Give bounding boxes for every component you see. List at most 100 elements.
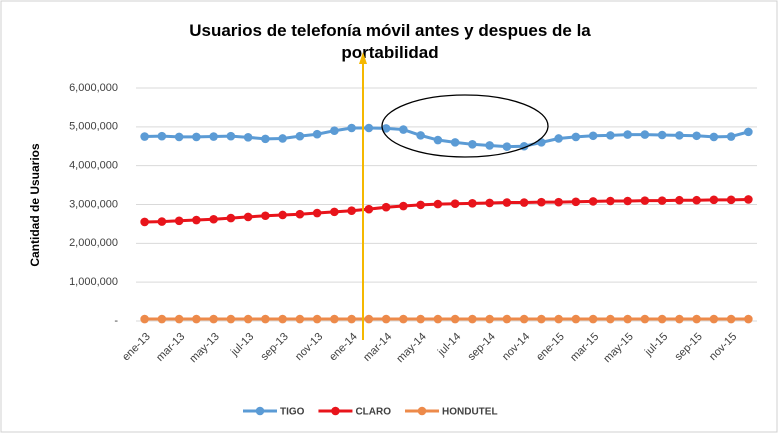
point — [588, 197, 598, 206]
legend-marker — [331, 406, 340, 416]
point — [243, 133, 253, 142]
point — [295, 209, 305, 219]
point — [209, 132, 218, 141]
point — [571, 314, 581, 324]
point — [657, 314, 667, 324]
y-tick-label: 6,000,000 — [69, 82, 118, 94]
point — [416, 200, 425, 210]
point — [692, 314, 701, 324]
point — [157, 131, 167, 141]
point — [243, 212, 253, 222]
point — [278, 314, 287, 324]
point — [606, 131, 615, 140]
point — [381, 124, 391, 133]
point — [554, 197, 563, 207]
point — [537, 314, 546, 324]
point — [692, 195, 701, 205]
point — [588, 314, 598, 324]
point — [174, 132, 184, 142]
point — [519, 198, 529, 207]
point — [209, 214, 218, 224]
legend-label: CLARO — [355, 407, 391, 418]
point — [381, 202, 391, 212]
point — [312, 314, 322, 324]
legend-marker — [255, 406, 265, 416]
point — [744, 127, 753, 137]
point — [450, 199, 460, 209]
point — [502, 314, 512, 324]
point — [192, 215, 201, 225]
point — [675, 314, 684, 324]
point — [537, 138, 546, 147]
point — [330, 126, 339, 136]
point — [554, 314, 563, 324]
point — [399, 314, 408, 324]
point — [640, 314, 650, 324]
y-tick-label: 2,000,000 — [69, 237, 118, 249]
point — [243, 314, 253, 324]
point — [295, 131, 305, 141]
point — [364, 123, 374, 133]
y-tick-label: 3,000,000 — [69, 198, 118, 210]
point — [537, 197, 546, 207]
point — [192, 132, 201, 142]
point — [744, 195, 753, 204]
point — [416, 314, 425, 324]
point — [450, 314, 460, 324]
point — [347, 314, 356, 324]
point — [157, 217, 167, 226]
point — [140, 217, 149, 227]
point — [640, 130, 650, 139]
point — [675, 131, 684, 140]
point — [502, 198, 512, 207]
point — [209, 314, 218, 324]
point — [571, 132, 581, 142]
point — [192, 314, 201, 324]
y-tick-label: 4,000,000 — [69, 160, 118, 172]
point — [744, 314, 753, 324]
point — [571, 197, 581, 207]
legend-marker — [417, 406, 427, 416]
point — [640, 196, 650, 205]
point — [278, 134, 287, 143]
point — [709, 132, 719, 142]
point — [606, 314, 615, 324]
point — [709, 195, 719, 205]
point — [226, 314, 236, 324]
point — [261, 211, 270, 221]
point — [381, 314, 391, 324]
point — [623, 196, 632, 206]
point — [226, 131, 236, 141]
point — [364, 314, 374, 324]
point — [174, 216, 184, 226]
point — [726, 132, 736, 141]
point — [174, 314, 184, 324]
point — [709, 314, 719, 324]
point — [330, 314, 339, 324]
point — [347, 123, 356, 133]
point — [347, 206, 356, 216]
point — [157, 314, 167, 324]
point — [416, 131, 425, 140]
legend-label: HONDUTEL — [442, 407, 498, 418]
point — [140, 314, 149, 324]
point — [623, 130, 632, 139]
legend-label: TIGO — [280, 407, 305, 418]
point — [502, 142, 512, 151]
point — [450, 138, 460, 147]
point — [519, 314, 529, 324]
point — [468, 140, 477, 149]
point — [433, 314, 443, 324]
point — [226, 213, 236, 223]
point — [485, 198, 494, 208]
y-tick-label: 1,000,000 — [69, 276, 118, 288]
point — [468, 199, 477, 208]
y-axis-label: Cantidad de Usuarios — [28, 143, 42, 267]
point — [692, 131, 701, 141]
point — [726, 314, 736, 324]
point — [399, 125, 408, 134]
point — [330, 207, 339, 217]
point — [433, 199, 443, 209]
